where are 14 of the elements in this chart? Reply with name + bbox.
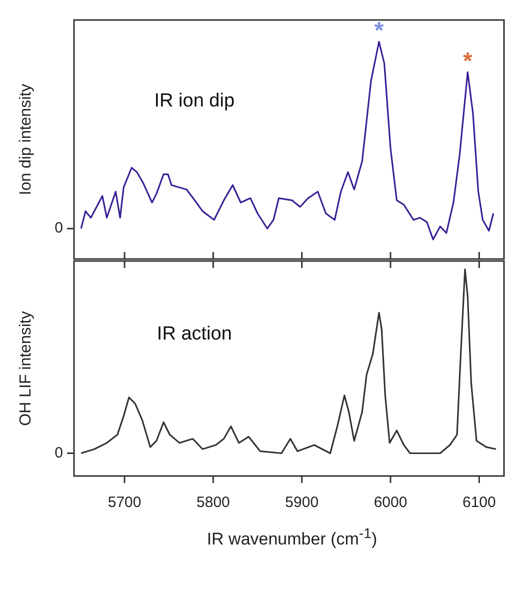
x-tick-label: 5800 bbox=[196, 494, 230, 512]
x-axis-title: IR wavenumber (cm$^{-1}$) bbox=[206, 526, 378, 550]
annotation: * bbox=[462, 48, 473, 75]
annotation: IR ion dip bbox=[154, 90, 235, 112]
annotation: * bbox=[374, 17, 384, 44]
x-tick-label: 6000 bbox=[374, 494, 408, 512]
y-axis-title: OH LIF intensity bbox=[17, 311, 34, 426]
annotation: IR action bbox=[156, 323, 232, 344]
x-tick-label: 5700 bbox=[108, 494, 142, 512]
x-tick-label: 6100 bbox=[462, 494, 496, 512]
x-tick-label: 5900 bbox=[285, 494, 319, 512]
y-axis-title: Ion dip intensity bbox=[17, 84, 34, 196]
text: 0 bbox=[54, 220, 63, 237]
text: 0 bbox=[54, 444, 63, 462]
